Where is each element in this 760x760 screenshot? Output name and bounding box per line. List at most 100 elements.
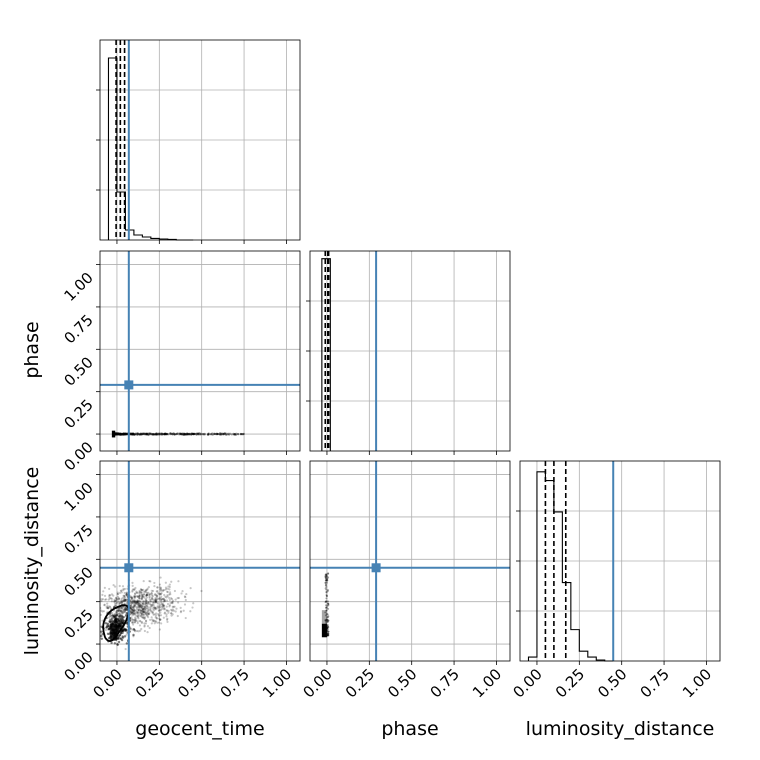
sample-point-luminosity_distance-vs-geocent_time — [144, 613, 147, 616]
sample-point-luminosity_distance-vs-geocent_time — [131, 600, 134, 603]
sample-point-luminosity_distance-vs-geocent_time — [142, 616, 145, 619]
sample-point-phase-vs-geocent_time — [124, 432, 127, 436]
sample-point-luminosity_distance-vs-geocent_time — [138, 591, 141, 595]
sample-point-luminosity_distance-vs-geocent_time — [114, 599, 118, 602]
sample-point-luminosity_distance-vs-geocent_time — [132, 605, 136, 608]
x-tick-label-hist-luminosity_distance-4: 1.00 — [679, 665, 715, 701]
sample-point-luminosity_distance-vs-geocent_time — [108, 620, 111, 623]
sample-point-luminosity_distance-vs-geocent_time — [117, 598, 121, 601]
sample-point-phase-vs-geocent_time — [222, 432, 225, 436]
sample-point-luminosity_distance-vs-geocent_time — [168, 593, 171, 596]
sample-point-luminosity_distance-vs-geocent_time — [145, 604, 148, 608]
sample-point-luminosity_distance-vs-geocent_time — [182, 609, 185, 612]
sample-point-luminosity_distance-vs-phase — [324, 575, 327, 578]
sample-point-luminosity_distance-vs-geocent_time — [131, 601, 134, 604]
sample-point-phase-vs-geocent_time — [114, 432, 118, 436]
sample-point-luminosity_distance-vs-phase — [326, 630, 329, 633]
sample-point-phase-vs-geocent_time — [184, 433, 187, 436]
sample-point-luminosity_distance-vs-geocent_time — [135, 615, 139, 618]
sample-point-luminosity_distance-vs-geocent_time — [142, 580, 145, 583]
sample-point-phase-vs-geocent_time — [122, 432, 126, 435]
sample-point-luminosity_distance-vs-geocent_time — [150, 616, 153, 619]
sample-point-luminosity_distance-vs-geocent_time — [133, 597, 136, 600]
y-tick-label-luminosity_distance-vs-geocent_time-4: 1.00 — [60, 479, 96, 515]
sample-point-luminosity_distance-vs-geocent_time — [123, 599, 127, 603]
sample-point-luminosity_distance-vs-geocent_time — [139, 609, 143, 612]
sample-point-luminosity_distance-vs-geocent_time — [123, 610, 127, 614]
sample-point-luminosity_distance-vs-geocent_time — [138, 604, 141, 608]
sample-point-phase-vs-geocent_time — [131, 433, 134, 436]
sample-point-luminosity_distance-vs-geocent_time — [179, 606, 182, 609]
sample-point-luminosity_distance-vs-phase — [326, 578, 329, 581]
sample-point-luminosity_distance-vs-geocent_time — [200, 589, 203, 593]
sample-point-phase-vs-geocent_time — [134, 433, 137, 436]
samples-luminosity_distance-vs-geocent_time — [97, 576, 203, 651]
sample-point-phase-vs-geocent_time — [202, 433, 205, 436]
samples-phase-vs-geocent_time — [111, 430, 245, 438]
sample-point-luminosity_distance-vs-geocent_time — [136, 591, 139, 594]
sample-point-phase-vs-geocent_time — [125, 432, 129, 435]
sample-point-phase-vs-geocent_time — [188, 432, 191, 435]
sample-point-luminosity_distance-vs-geocent_time — [117, 640, 121, 644]
sample-point-luminosity_distance-vs-geocent_time — [116, 595, 120, 598]
sample-point-luminosity_distance-vs-geocent_time — [147, 609, 150, 613]
sample-point-luminosity_distance-vs-geocent_time — [137, 604, 140, 607]
sample-point-luminosity_distance-vs-geocent_time — [141, 608, 145, 611]
sample-point-luminosity_distance-vs-geocent_time — [149, 607, 152, 610]
sample-point-phase-vs-geocent_time — [115, 433, 119, 436]
sample-point-luminosity_distance-vs-geocent_time — [163, 599, 166, 603]
sample-point-phase-vs-geocent_time — [122, 432, 125, 435]
sample-point-luminosity_distance-vs-geocent_time — [120, 601, 123, 604]
sample-point-luminosity_distance-vs-geocent_time — [163, 611, 167, 614]
sample-point-luminosity_distance-vs-phase — [325, 573, 328, 576]
sample-point-phase-vs-geocent_time — [190, 432, 193, 436]
sample-point-luminosity_distance-vs-phase — [325, 613, 328, 616]
sample-point-luminosity_distance-vs-geocent_time — [143, 606, 146, 609]
sample-point-luminosity_distance-vs-geocent_time — [110, 600, 113, 603]
sample-point-luminosity_distance-vs-geocent_time — [149, 608, 152, 612]
sample-point-luminosity_distance-vs-geocent_time — [131, 620, 134, 623]
sample-point-luminosity_distance-vs-geocent_time — [100, 609, 103, 612]
sample-point-luminosity_distance-vs-geocent_time — [125, 612, 128, 615]
sample-point-phase-vs-geocent_time — [116, 433, 119, 436]
sample-point-phase-vs-geocent_time — [116, 432, 119, 436]
sample-point-luminosity_distance-vs-geocent_time — [143, 608, 147, 611]
sample-point-luminosity_distance-vs-geocent_time — [140, 606, 143, 609]
sample-point-phase-vs-geocent_time — [233, 433, 236, 436]
sample-point-luminosity_distance-vs-geocent_time — [97, 606, 99, 608]
sample-point-luminosity_distance-vs-geocent_time — [154, 599, 157, 602]
sample-point-luminosity_distance-vs-geocent_time — [135, 600, 138, 604]
x-tick-label-luminosity_distance-vs-geocent_time-0: 0.00 — [89, 665, 125, 701]
sample-point-luminosity_distance-vs-geocent_time — [136, 601, 139, 604]
sample-point-luminosity_distance-vs-geocent_time — [181, 590, 184, 593]
sample-point-phase-vs-geocent_time — [182, 433, 185, 436]
sample-point-luminosity_distance-vs-geocent_time — [129, 595, 132, 598]
sample-point-luminosity_distance-vs-geocent_time — [155, 595, 159, 598]
sample-point-luminosity_distance-vs-geocent_time — [132, 613, 135, 616]
sample-point-luminosity_distance-vs-geocent_time — [137, 610, 140, 613]
sample-point-luminosity_distance-vs-geocent_time — [170, 612, 173, 615]
sample-point-phase-vs-geocent_time — [142, 432, 145, 436]
sample-point-luminosity_distance-vs-geocent_time — [151, 601, 155, 604]
sample-point-luminosity_distance-vs-geocent_time — [141, 611, 145, 614]
sample-point-luminosity_distance-vs-geocent_time — [141, 602, 145, 605]
sample-point-luminosity_distance-vs-geocent_time — [142, 599, 145, 603]
sample-point-luminosity_distance-vs-geocent_time — [171, 601, 174, 605]
sample-point-luminosity_distance-vs-geocent_time — [122, 610, 125, 613]
sample-point-luminosity_distance-vs-geocent_time — [132, 605, 135, 609]
sample-point-luminosity_distance-vs-geocent_time — [159, 586, 162, 589]
sample-point-luminosity_distance-vs-geocent_time — [137, 603, 140, 606]
sample-point-luminosity_distance-vs-geocent_time — [135, 591, 138, 594]
sample-point-luminosity_distance-vs-geocent_time — [148, 579, 151, 583]
sample-point-phase-vs-geocent_time — [213, 432, 216, 435]
sample-point-luminosity_distance-vs-geocent_time — [146, 615, 150, 619]
sample-point-luminosity_distance-vs-geocent_time — [105, 605, 108, 608]
sample-point-luminosity_distance-vs-geocent_time — [133, 596, 137, 599]
sample-point-phase-vs-geocent_time — [164, 433, 167, 436]
sample-point-phase-vs-geocent_time — [146, 433, 149, 436]
sample-point-phase-vs-geocent_time — [148, 432, 151, 436]
sample-point-phase-vs-geocent_time — [145, 432, 149, 435]
sample-point-luminosity_distance-vs-geocent_time — [140, 609, 143, 612]
sample-point-phase-vs-geocent_time — [207, 432, 210, 435]
sample-point-luminosity_distance-vs-geocent_time — [163, 612, 166, 615]
